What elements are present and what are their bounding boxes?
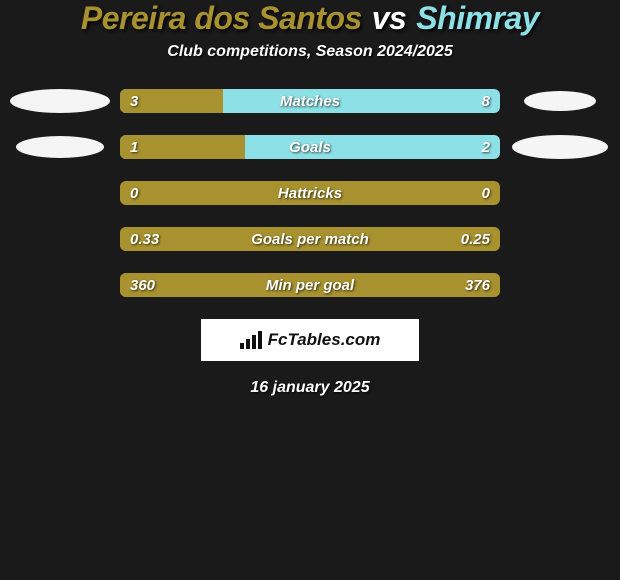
player1-ellipse [16, 136, 104, 158]
fctables-logo: FcTables.com [201, 319, 419, 361]
stat-label: Hattricks [120, 181, 500, 205]
left-shape-slot [10, 181, 110, 205]
stat-row: 3Matches8 [10, 89, 610, 113]
stat-bar: 0.33Goals per match0.25 [120, 227, 500, 251]
left-shape-slot [10, 273, 110, 297]
stat-value-right: 376 [465, 273, 490, 297]
player1-ellipse [10, 89, 110, 113]
stat-row: 1Goals2 [10, 135, 610, 159]
stat-label: Matches [120, 89, 500, 113]
stat-label: Min per goal [120, 273, 500, 297]
right-shape-slot [510, 135, 610, 159]
date-text: 16 january 2025 [0, 379, 620, 397]
bars-icon [240, 331, 262, 349]
player2-ellipse [512, 135, 608, 159]
right-shape-slot [510, 181, 610, 205]
stat-bar: 360Min per goal376 [120, 273, 500, 297]
right-shape-slot [510, 273, 610, 297]
stat-value-right: 0.25 [461, 227, 490, 251]
stat-row: 0.33Goals per match0.25 [10, 227, 610, 251]
stat-value-right: 8 [482, 89, 490, 113]
stat-value-right: 2 [482, 135, 490, 159]
player2-name: Shimray [416, 0, 539, 36]
stat-label: Goals per match [120, 227, 500, 251]
right-shape-slot [510, 227, 610, 251]
subtitle: Club competitions, Season 2024/2025 [0, 43, 620, 61]
stat-label: Goals [120, 135, 500, 159]
stat-row: 0Hattricks0 [10, 181, 610, 205]
left-shape-slot [10, 227, 110, 251]
player2-ellipse [524, 91, 596, 111]
vs-text: vs [372, 0, 407, 36]
logo-text: FcTables.com [268, 330, 381, 350]
stat-value-right: 0 [482, 181, 490, 205]
left-shape-slot [10, 89, 110, 113]
player1-name: Pereira dos Santos [81, 0, 362, 36]
comparison-area: 3Matches8 1Goals2 0Hattricks0 0.33Goals per… [0, 89, 620, 297]
right-shape-slot [510, 89, 610, 113]
left-shape-slot [10, 135, 110, 159]
stat-bar: 1Goals2 [120, 135, 500, 159]
stat-row: 360Min per goal376 [10, 273, 610, 297]
stat-bar: 0Hattricks0 [120, 181, 500, 205]
comparison-title: Pereira dos Santos vs Shimray [0, 0, 620, 37]
stat-bar: 3Matches8 [120, 89, 500, 113]
